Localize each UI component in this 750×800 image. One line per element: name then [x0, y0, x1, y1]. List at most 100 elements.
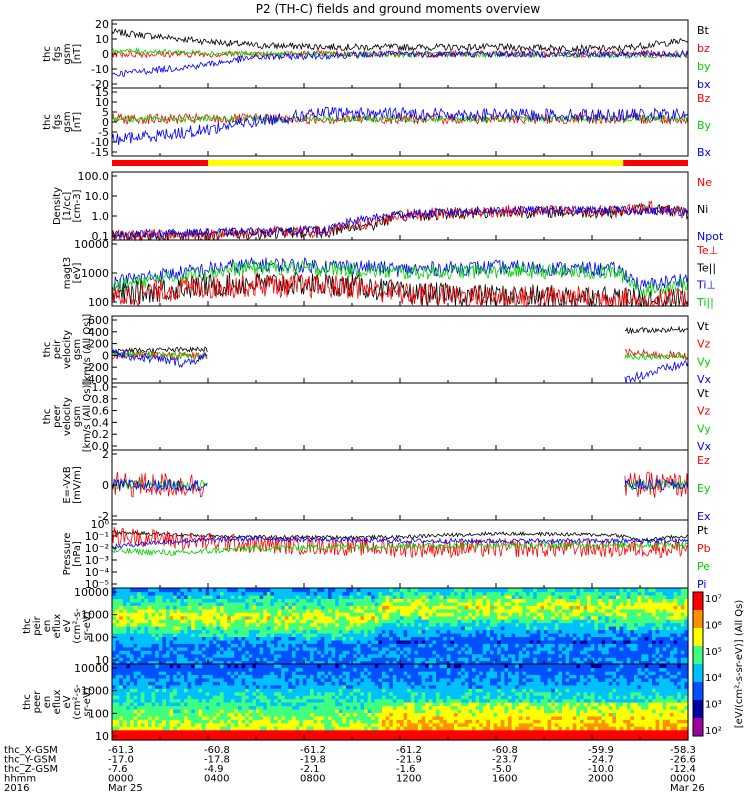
- spectrogram-cell: [511, 594, 516, 599]
- spectrogram-cell: [223, 695, 228, 700]
- spectrogram-cell: [666, 608, 671, 613]
- spectrogram-cell: [277, 643, 282, 648]
- spectrogram-cell: [198, 653, 203, 658]
- spectrogram-cell: [155, 691, 160, 696]
- spectrogram-cell: [187, 684, 192, 689]
- spectrogram-cell: [122, 622, 127, 627]
- spectrogram-cell: [212, 643, 217, 648]
- spectrogram-cell: [454, 622, 459, 627]
- spectrogram-cell: [662, 612, 667, 617]
- spectrogram-cell: [360, 588, 365, 593]
- spectrogram-cell: [144, 708, 149, 713]
- spectrogram-cell: [436, 605, 441, 610]
- spectrogram-cell: [443, 601, 448, 606]
- spectrogram-cell: [562, 636, 567, 641]
- spectrogram-cell: [684, 608, 689, 613]
- spectrogram-cell: [324, 619, 329, 624]
- spectrogram-cell: [518, 650, 523, 655]
- spectrogram-cell: [655, 660, 660, 665]
- spectrogram-cell: [407, 626, 412, 631]
- spectrogram-cell: [238, 626, 243, 631]
- spectrogram-cell: [277, 705, 282, 710]
- spectrogram-cell: [565, 605, 570, 610]
- spectrogram-cell: [648, 653, 653, 658]
- spectrogram-cell: [623, 650, 628, 655]
- panel-pressure: 10⁰10⁻¹10⁻²10⁻³10⁻⁴10⁻⁵Pressure[nPa]PtPb…: [62, 518, 711, 591]
- spectrogram-cell: [119, 691, 124, 696]
- spectrogram-cell: [608, 619, 613, 624]
- spectrogram-cell: [227, 722, 232, 727]
- spectrogram-cell: [673, 653, 678, 658]
- spectrogram-cell: [608, 608, 613, 613]
- spectrogram-cell: [284, 657, 289, 662]
- spectrogram-cell: [346, 653, 351, 658]
- spectrogram-cell: [634, 615, 639, 620]
- spectrogram-cell: [482, 594, 487, 599]
- spectrogram-cell: [259, 695, 264, 700]
- spectrogram-cell: [659, 646, 664, 651]
- spectrogram-cell: [248, 670, 253, 675]
- spectrogram-cell: [450, 629, 455, 634]
- spectrogram-cell: [580, 639, 585, 644]
- spectrogram-cell: [223, 657, 228, 662]
- spectrogram-cell: [202, 684, 207, 689]
- spectrogram-cell: [238, 733, 243, 738]
- spectrogram-cell: [299, 601, 304, 606]
- spectrogram-cell: [587, 643, 592, 648]
- spectrogram-cell: [169, 646, 174, 651]
- spectrogram-cell: [400, 660, 405, 665]
- spectrogram-cell: [547, 632, 552, 637]
- spectrogram-cell: [155, 715, 160, 720]
- spectrogram-cell: [266, 705, 271, 710]
- spectrogram-cell: [158, 733, 163, 738]
- spectrogram-cell: [187, 729, 192, 734]
- spectrogram-cell: [349, 619, 354, 624]
- spectrogram-cell: [367, 612, 372, 617]
- spectrogram-cell: [457, 650, 462, 655]
- spectrogram-cell: [173, 722, 178, 727]
- spectrogram-cell: [227, 622, 232, 627]
- spectrogram-cell: [410, 612, 415, 617]
- spectrogram-cell: [338, 622, 343, 627]
- spectrogram-cell: [475, 608, 480, 613]
- spectrogram-cell: [504, 646, 509, 651]
- spectrogram-cell: [119, 591, 124, 596]
- spectrogram-cell: [371, 657, 376, 662]
- spectrogram-cell: [166, 719, 171, 724]
- spectrogram-cell: [122, 719, 127, 724]
- spectrogram-cell: [248, 646, 253, 651]
- spectrogram-cell: [169, 660, 174, 665]
- spectrogram-cell: [137, 691, 142, 696]
- spectrogram-cell: [392, 629, 397, 634]
- spectrogram-cell: [371, 646, 376, 651]
- spectrogram-cell: [562, 588, 567, 593]
- spectrogram-cell: [493, 643, 498, 648]
- spectrogram-cell: [122, 712, 127, 717]
- spectrogram-cell: [522, 605, 527, 610]
- spectrogram-cell: [475, 636, 480, 641]
- spectrogram-cell: [216, 684, 221, 689]
- spectrogram-cell: [140, 674, 145, 679]
- spectrogram-cell: [680, 588, 685, 593]
- spectrogram-cell: [155, 653, 160, 658]
- spectrogram-cell: [248, 677, 253, 682]
- spectrogram-cell: [187, 691, 192, 696]
- spectrogram-cell: [626, 612, 631, 617]
- spectrogram-cell: [155, 594, 160, 599]
- spectrogram-cell: [335, 622, 340, 627]
- spectrogram-cell: [407, 605, 412, 610]
- spectrogram-cell: [191, 736, 196, 741]
- spectrogram-cell: [529, 615, 534, 620]
- spectrogram-cell: [504, 636, 509, 641]
- spectrogram-cell: [144, 664, 149, 669]
- spectrogram-cell: [544, 601, 549, 606]
- spectrogram-cell: [151, 612, 156, 617]
- spectrogram-cell: [320, 636, 325, 641]
- spectrogram-cell: [605, 622, 610, 627]
- spectrogram-cell: [281, 674, 286, 679]
- spectrogram-cell: [180, 712, 185, 717]
- spectrogram-cell: [122, 650, 127, 655]
- spectrogram-cell: [148, 605, 153, 610]
- spectrogram-cell: [662, 608, 667, 613]
- spectrogram-cell: [540, 615, 545, 620]
